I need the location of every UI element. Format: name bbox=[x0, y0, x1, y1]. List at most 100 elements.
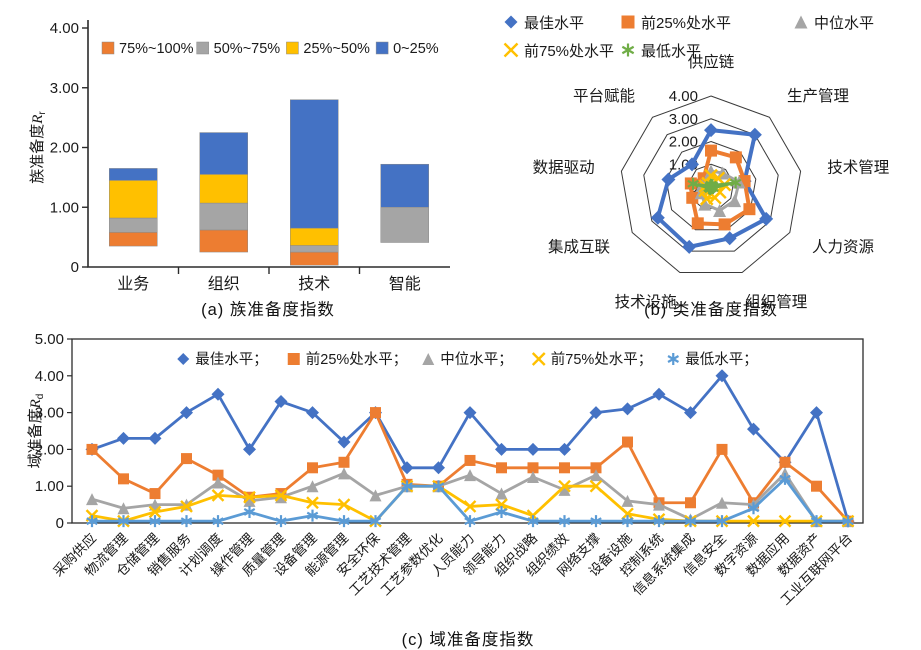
asterisk-marker bbox=[149, 515, 161, 528]
asterisk-marker bbox=[464, 515, 476, 528]
legend-label: 75%~100% bbox=[119, 41, 194, 57]
bar-segment bbox=[109, 180, 158, 219]
radar-series-最佳水平 bbox=[650, 123, 774, 254]
triangle-marker bbox=[794, 15, 808, 29]
y-tick-label: 1.00 bbox=[35, 478, 64, 495]
bar-segment bbox=[199, 174, 248, 204]
triangle-marker bbox=[495, 487, 508, 500]
asterisk-marker bbox=[212, 515, 224, 528]
bar-segment bbox=[380, 163, 429, 208]
asterisk-marker bbox=[306, 509, 319, 522]
square-marker bbox=[86, 443, 98, 455]
caption-c: (c) 域准备度指数 bbox=[401, 631, 535, 649]
radar-axis-label: 数据驱动 bbox=[533, 159, 595, 177]
x-marker bbox=[621, 507, 634, 521]
x-marker bbox=[211, 489, 225, 502]
triangle-marker bbox=[653, 498, 665, 511]
asterisk-marker bbox=[687, 177, 699, 190]
x-category-label: 组织 bbox=[208, 275, 240, 293]
asterisk-marker bbox=[716, 515, 728, 528]
diamond-marker bbox=[306, 406, 319, 420]
x-marker bbox=[778, 514, 792, 528]
radar-polygon bbox=[655, 128, 769, 249]
legend-swatch bbox=[196, 41, 209, 55]
square-marker bbox=[307, 462, 318, 474]
triangle-marker bbox=[527, 471, 539, 483]
y-tick-label: 4.00 bbox=[50, 20, 79, 37]
radar-axis-label: 技术管理 bbox=[827, 159, 889, 177]
square-marker bbox=[685, 497, 696, 509]
diamond-marker bbox=[759, 211, 774, 226]
asterisk-marker bbox=[180, 515, 193, 528]
x-marker bbox=[558, 479, 571, 493]
asterisk-marker bbox=[369, 515, 382, 528]
y-axis-label: 域准备度Rd bbox=[27, 394, 46, 469]
diamond-marker bbox=[682, 239, 697, 254]
legend-swatch bbox=[375, 41, 389, 55]
y-tick-label: 2.00 bbox=[50, 140, 79, 157]
diamond-marker bbox=[684, 406, 697, 420]
legend-label: 中位水平； bbox=[440, 351, 513, 368]
square-marker bbox=[729, 151, 742, 164]
square-marker bbox=[370, 407, 381, 419]
legend-label: 前25%处水平 bbox=[641, 15, 731, 32]
diamond-marker bbox=[684, 157, 699, 172]
triangle-marker bbox=[464, 469, 476, 482]
x-category-label: 业务 bbox=[117, 275, 149, 293]
legend-label: 0~25% bbox=[393, 41, 439, 57]
y-tick-label: 0 bbox=[56, 515, 64, 532]
square-marker bbox=[621, 15, 635, 29]
diamond-marker bbox=[621, 402, 634, 416]
legend-label: 前25%处水平； bbox=[306, 351, 408, 368]
diamond-marker bbox=[495, 442, 508, 456]
line-chart-domain-readiness: 01.002.003.004.005.00域准备度Rd采购供应物流管理仓储管理销… bbox=[27, 331, 864, 608]
x-marker bbox=[180, 500, 193, 513]
square-marker bbox=[212, 469, 224, 481]
square-marker bbox=[716, 443, 728, 455]
square-marker bbox=[181, 453, 192, 465]
diamond-marker bbox=[211, 387, 225, 401]
diamond-marker bbox=[526, 442, 540, 456]
asterisk-marker bbox=[432, 480, 445, 493]
axes: 0 1.00 2.00 3.00 4.00 bbox=[50, 20, 450, 276]
legend-label: 50%~75% bbox=[214, 41, 281, 57]
y-tick-label: 4.00 bbox=[35, 368, 64, 385]
r-tick-label: 3.00 bbox=[669, 111, 698, 128]
x-marker bbox=[495, 498, 508, 511]
radar-axis-label: 供应链 bbox=[688, 52, 735, 71]
diamond-marker bbox=[148, 431, 162, 445]
triangle-marker bbox=[698, 197, 712, 211]
square-marker bbox=[779, 456, 791, 468]
legend-label: 25%~50% bbox=[303, 41, 370, 57]
x-marker bbox=[589, 479, 603, 493]
square-marker bbox=[811, 480, 822, 492]
asterisk-marker bbox=[243, 505, 256, 518]
bar-series-25%~50% bbox=[109, 174, 339, 246]
triangle-marker bbox=[306, 480, 319, 493]
triangle-marker bbox=[728, 194, 742, 208]
square-marker bbox=[743, 203, 756, 216]
y-axis-label: 族准备度Rr bbox=[29, 111, 48, 184]
legend-swatch bbox=[286, 41, 299, 55]
triangle-marker bbox=[212, 476, 224, 489]
triangle-marker bbox=[621, 494, 634, 507]
x-marker bbox=[243, 490, 256, 504]
x-marker bbox=[503, 42, 519, 58]
x-category-label: 智能 bbox=[389, 275, 421, 293]
asterisk-marker bbox=[401, 480, 413, 493]
bar-segment bbox=[290, 99, 339, 229]
asterisk-marker bbox=[704, 180, 717, 193]
square-marker bbox=[338, 456, 350, 468]
line-series-最低水平； bbox=[86, 472, 854, 528]
square-marker bbox=[287, 353, 300, 365]
diamond-marker bbox=[661, 172, 676, 187]
square-marker bbox=[118, 473, 129, 485]
asterisk-marker bbox=[338, 515, 350, 528]
x-marker bbox=[306, 496, 319, 510]
asterisk-marker bbox=[86, 515, 98, 528]
asterisk-marker bbox=[810, 515, 823, 528]
triangle-marker bbox=[86, 493, 98, 506]
diamond-marker bbox=[715, 369, 729, 383]
asterisk-marker bbox=[621, 515, 634, 528]
